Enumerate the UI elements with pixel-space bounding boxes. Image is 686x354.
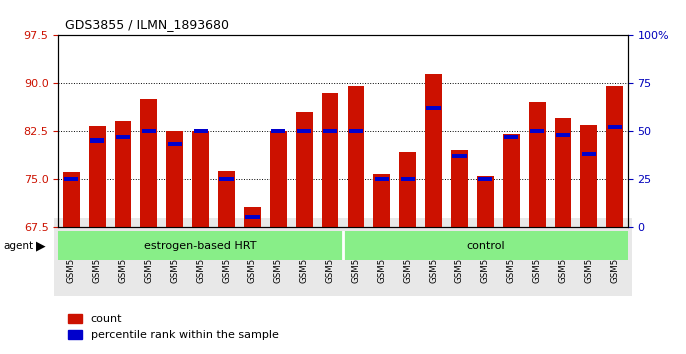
Bar (556, 133, 570, 137)
Bar (348, 129, 363, 133)
Bar (529, 102, 545, 227)
Bar (322, 93, 338, 227)
Bar (88, 126, 106, 227)
Bar (220, 177, 234, 181)
Bar (478, 177, 493, 181)
Bar (375, 177, 389, 181)
Bar (343, 231, 628, 260)
Bar (192, 131, 209, 227)
Bar (606, 86, 623, 227)
Bar (297, 129, 311, 133)
Bar (115, 121, 132, 227)
Bar (323, 129, 338, 133)
Bar (296, 112, 313, 227)
Bar (193, 129, 208, 133)
Bar (64, 177, 78, 181)
Bar (271, 129, 285, 133)
Bar (58, 231, 343, 260)
Bar (399, 152, 416, 227)
Text: GDS3855 / ILMN_1893680: GDS3855 / ILMN_1893680 (65, 18, 229, 31)
Bar (141, 99, 157, 227)
Bar (554, 118, 571, 227)
Bar (427, 106, 440, 110)
Bar (503, 134, 519, 227)
Bar (530, 129, 544, 133)
Text: agent: agent (3, 241, 34, 251)
Bar (142, 129, 156, 133)
Bar (425, 74, 442, 227)
Bar (348, 86, 364, 227)
Bar (270, 131, 287, 227)
Bar (608, 125, 622, 129)
Bar (244, 207, 261, 227)
Bar (167, 142, 182, 147)
Bar (116, 135, 130, 139)
Legend: count, percentile rank within the sample: count, percentile rank within the sample (64, 309, 283, 345)
Bar (373, 174, 390, 227)
Bar (218, 171, 235, 227)
Bar (401, 177, 415, 181)
Bar (580, 125, 598, 227)
Bar (167, 131, 183, 227)
Bar (63, 172, 80, 227)
Bar (504, 135, 519, 139)
Bar (90, 138, 104, 143)
Bar (582, 152, 596, 156)
Text: estrogen-based HRT: estrogen-based HRT (145, 241, 257, 251)
Text: control: control (466, 241, 505, 251)
Bar (246, 215, 259, 219)
Bar (451, 150, 468, 227)
Bar (452, 154, 466, 158)
Bar (477, 176, 494, 227)
Text: ▶: ▶ (36, 239, 45, 252)
